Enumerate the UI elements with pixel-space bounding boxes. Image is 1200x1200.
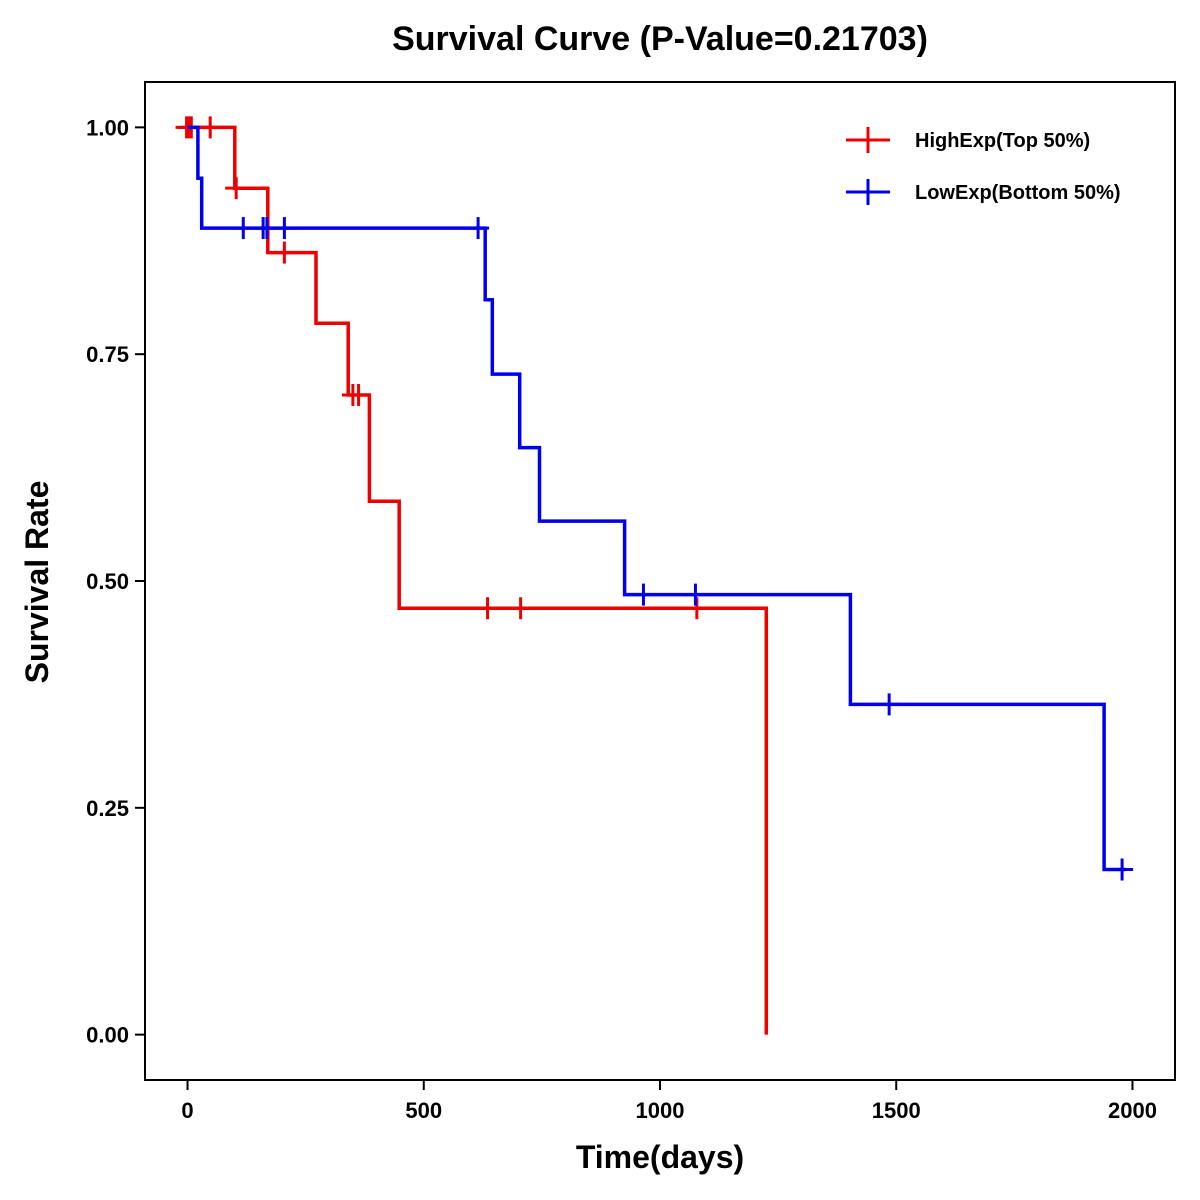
censor-mark-low-exp	[467, 217, 490, 240]
censor-mark-low-exp	[632, 583, 655, 606]
censor-mark-low-exp	[1111, 858, 1134, 881]
chart-title: Survival Curve (P-Value=0.21703)	[392, 20, 928, 58]
censor-mark-high-exp	[347, 384, 370, 407]
axis-ticks: 0 500 1000 1500 2000 0.00 0.25 0.50 0.75 1.00	[86, 115, 1157, 1123]
y-tick-label: 1.00	[86, 115, 129, 140]
y-axis-label: Survival Rate	[19, 481, 55, 684]
x-tick-label: 1000	[636, 1098, 685, 1123]
survival-line-low-exp	[187, 125, 1126, 872]
legend-label-low-exp: LowExp(Bottom 50%)	[915, 182, 1121, 204]
legend-item-high-exp: HighExp(Top 50%)	[846, 127, 1090, 153]
x-tick-label: 2000	[1108, 1098, 1157, 1123]
y-tick-label: 0.25	[86, 796, 129, 821]
x-tick-label: 1500	[872, 1098, 921, 1123]
y-tick-label: 0.00	[86, 1023, 129, 1048]
series-layer	[175, 116, 1134, 1035]
censor-mark-low-exp	[273, 217, 296, 240]
censor-mark-low-exp	[684, 583, 707, 606]
legend-item-low-exp: LowExp(Bottom 50%)	[846, 179, 1121, 205]
x-tick-label: 500	[405, 1098, 442, 1123]
x-tick-label: 0	[181, 1098, 193, 1123]
y-tick-label: 0.50	[86, 569, 129, 594]
legend-label-high-exp: HighExp(Top 50%)	[915, 130, 1090, 152]
x-axis-label: Time(days)	[576, 1139, 744, 1175]
censor-mark-high-exp	[199, 116, 222, 139]
y-tick-label: 0.75	[86, 342, 129, 367]
legend: HighExp(Top 50%) LowExp(Bottom 50%)	[846, 127, 1121, 205]
censor-mark-high-exp	[273, 241, 296, 264]
censor-mark-high-exp	[225, 177, 248, 200]
censor-mark-low-exp	[878, 693, 901, 716]
censor-mark-high-exp	[509, 597, 532, 620]
series-high-exp	[175, 116, 769, 1035]
censor-mark-low-exp	[232, 217, 255, 240]
censor-mark-high-exp	[476, 597, 499, 620]
series-low-exp	[187, 125, 1134, 881]
